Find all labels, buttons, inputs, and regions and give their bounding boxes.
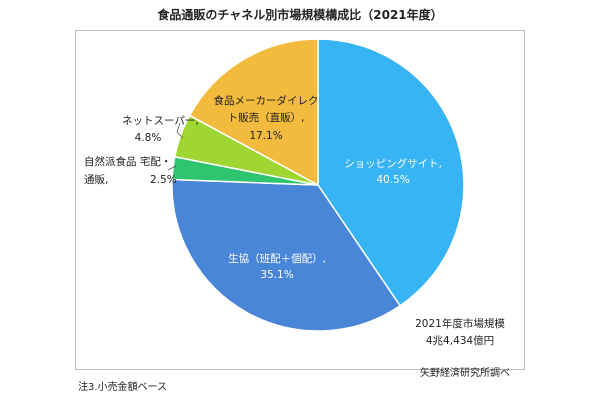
slice-value-netsuper: 4.8% <box>135 132 162 144</box>
footnote: 注3.小売金額ベース <box>78 382 168 393</box>
slice-value-maker: 17.1% <box>249 130 282 142</box>
total-value: 4兆4,434億円 <box>426 334 494 347</box>
leader-line-natural <box>167 165 177 171</box>
leader-line-netsuper <box>176 122 184 139</box>
pie-slice-maker <box>188 38 319 187</box>
slice-label-netsuper: ネットスーパー, <box>122 115 199 127</box>
slice-label-maker: 食品メーカーダイレクト販売（直販）, <box>214 94 319 124</box>
slice-value-shopping: 40.5% <box>376 174 409 186</box>
slice-value-coop: 35.1% <box>260 269 293 281</box>
slice-label-coop: 生協（班配＋個配）, <box>228 252 326 265</box>
slice-value-natural: 2.5% <box>150 174 177 186</box>
slice-label-shopping: ショッピングサイト, <box>344 157 442 170</box>
total-label: 2021年度市場規模 <box>415 317 505 330</box>
slice-label-natural-line2: 通販, <box>84 174 108 186</box>
chart-title: 食品通販のチャネル別市場規模構成比（2021年度） <box>157 8 443 22</box>
slice-label-natural-text: 自然派食品 宅配・ <box>84 155 171 168</box>
pie-slice-shopping <box>317 38 465 307</box>
pie-slice-coop <box>171 178 402 332</box>
slice-label-natural: 自然派食品 宅配・通販, 2.5% <box>84 155 177 186</box>
source-note: 矢野経済研究所調べ <box>420 368 510 379</box>
